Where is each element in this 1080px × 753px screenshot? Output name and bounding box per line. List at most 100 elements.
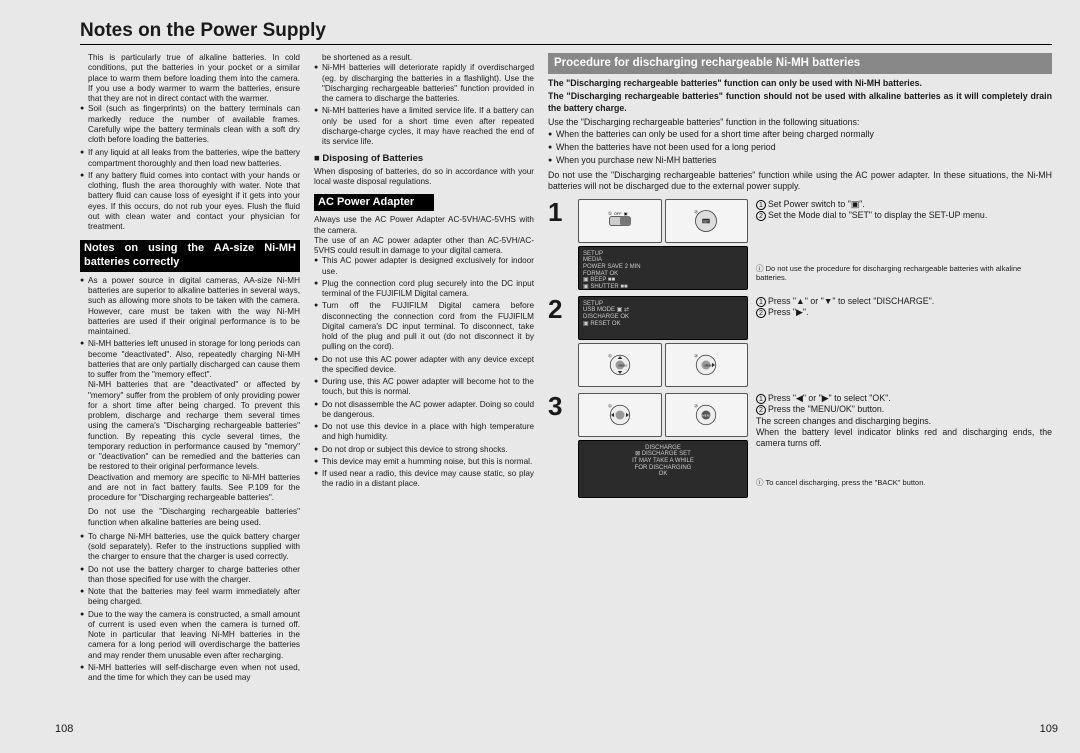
column-1: This is particularly true of alkaline ba… bbox=[80, 53, 300, 685]
substep-icon: 2 bbox=[756, 211, 766, 221]
step-number: 3 bbox=[548, 393, 570, 419]
list-item: When you purchase new Ni-MH batteries bbox=[548, 155, 1052, 166]
svg-text:MENU: MENU bbox=[618, 363, 627, 367]
text: Press "◀" or "▶" to select "OK". bbox=[768, 393, 891, 403]
text: Deactivation and memory are specific to … bbox=[88, 473, 300, 503]
list-item: Ni-MH batteries will deteriorate rapidly… bbox=[314, 63, 534, 104]
svg-text:OFF: OFF bbox=[614, 212, 622, 216]
mode-dial-diagram: SET② bbox=[665, 199, 749, 243]
text: Press "▶". bbox=[768, 307, 808, 317]
page-title: Notes on the Power Supply bbox=[80, 20, 1052, 42]
list-item: Ni-MH batteries have a limited service l… bbox=[314, 106, 534, 147]
step-3-note: To cancel discharging, press the "BACK" … bbox=[756, 478, 1052, 488]
list-item: Plug the connection cord plug securely i… bbox=[314, 279, 534, 300]
step-1: 1 ①OFF▣ SET② SETUP MEDIA POWER SAVE 2 MI… bbox=[548, 199, 1052, 290]
col2-list1: Ni-MH batteries will deteriorate rapidly… bbox=[314, 63, 534, 147]
col1-warnings: If any liquid at all leaks from the batt… bbox=[80, 148, 300, 232]
svg-text:▣: ▣ bbox=[624, 212, 628, 216]
list-item: Ni-MH batteries will self-discharge even… bbox=[80, 663, 300, 684]
use-in-text: Use the "Discharging rechargeable batter… bbox=[548, 117, 1052, 128]
no-alkaline-note: Do not use the "Discharging rechargeable… bbox=[80, 507, 300, 528]
situations-list: When the batteries can only be used for … bbox=[548, 129, 1052, 167]
nav-dial-4: MENU② bbox=[665, 393, 749, 437]
substep-icon: 2 bbox=[756, 405, 766, 415]
list-item: Note that the batteries may feel warm im… bbox=[80, 587, 300, 608]
list-item: Do not drop or subject this device to st… bbox=[314, 445, 534, 455]
section-ac-adapter: AC Power Adapter bbox=[314, 194, 434, 212]
list-item: Ni-MH batteries left unused in storage f… bbox=[80, 339, 300, 503]
step-number: 2 bbox=[548, 296, 570, 322]
list-item: Do not use the battery charger to charge… bbox=[80, 565, 300, 586]
section-procedure: Procedure for discharging rechargeable N… bbox=[548, 53, 1052, 74]
svg-text:②: ② bbox=[694, 353, 699, 358]
page-number-left: 108 bbox=[55, 723, 73, 735]
text: When the battery level indicator blinks … bbox=[756, 427, 1052, 450]
substep-icon: 1 bbox=[756, 394, 766, 404]
step-2-text: 1Press "▲" or "▼" to select "DISCHARGE".… bbox=[756, 296, 1052, 319]
step-3-image: ① MENU② DISCHARGE ⊠ DISCHARGE SET IT MAY… bbox=[578, 393, 748, 498]
intro-text: This is particularly true of alkaline ba… bbox=[80, 53, 300, 104]
list-item: Soil (such as fingerprints) on the batte… bbox=[80, 104, 300, 145]
lcd-screen-2: SETUP USB MODE ▣ ⇄ DISCHARGE OK ▣ RESET … bbox=[578, 296, 748, 340]
svg-text:①: ① bbox=[608, 211, 613, 216]
warning-item: If any battery fluid comes into contact … bbox=[80, 171, 300, 233]
col2-ac-list: This AC power adapter is designed exclus… bbox=[314, 256, 534, 489]
step-2: 2 SETUP USB MODE ▣ ⇄ DISCHARGE OK ▣ RESE… bbox=[548, 296, 1052, 387]
list-item: This AC power adapter is designed exclus… bbox=[314, 256, 534, 277]
section-nimh-notes: Notes on using the AA-size Ni-MH batteri… bbox=[80, 240, 300, 272]
list-item: Turn off the FUJIFILM Digital camera bef… bbox=[314, 301, 534, 352]
lcd-screen-3: DISCHARGE ⊠ DISCHARGE SET IT MAY TAKE A … bbox=[578, 440, 748, 498]
ac-intro: Always use the AC Power Adapter AC-5VH/A… bbox=[314, 215, 534, 236]
column-right: Procedure for discharging rechargeable N… bbox=[548, 53, 1052, 685]
text: Ni-MH batteries left unused in storage f… bbox=[88, 339, 300, 379]
bold-note-1: The "Discharging rechargeable batteries"… bbox=[548, 78, 1052, 89]
substep-icon: 1 bbox=[756, 200, 766, 210]
col1-nimh-list2: To charge Ni-MH batteries, use the quick… bbox=[80, 532, 300, 684]
text: Set Power switch to "▣". bbox=[768, 199, 865, 209]
list-item: Do not disassemble the AC power adapter.… bbox=[314, 400, 534, 421]
text: Set the Mode dial to "SET" to display th… bbox=[768, 210, 987, 220]
step-1-note: Do not use the procedure for discharging… bbox=[756, 264, 1052, 284]
text: The screen changes and discharging begin… bbox=[756, 416, 1052, 427]
col1-list1: Soil (such as fingerprints) on the batte… bbox=[80, 104, 300, 145]
text: Press "▲" or "▼" to select "DISCHARGE". bbox=[768, 296, 934, 306]
power-switch-diagram: ①OFF▣ bbox=[578, 199, 662, 243]
step-3: 3 ① MENU② DISCHARGE ⊠ DISCHARGE SET IT M… bbox=[548, 393, 1052, 498]
col1-nimh-list: As a power source in digital cameras, AA… bbox=[80, 276, 300, 504]
list-item: When the batteries can only be used for … bbox=[548, 129, 1052, 140]
list-item: To charge Ni-MH batteries, use the quick… bbox=[80, 532, 300, 563]
list-item: Do not use this AC power adapter with an… bbox=[314, 355, 534, 376]
list-item: Due to the way the camera is constructed… bbox=[80, 610, 300, 661]
text: Disposing of Batteries bbox=[322, 153, 423, 164]
substep-icon: 2 bbox=[756, 308, 766, 318]
svg-text:①: ① bbox=[608, 403, 613, 408]
main-columns: This is particularly true of alkaline ba… bbox=[80, 53, 1052, 685]
step-3-text: 1Press "◀" or "▶" to select "OK". 2Press… bbox=[756, 393, 1052, 488]
lcd-screen-1: SETUP MEDIA POWER SAVE 2 MIN FORMAT OK ▣… bbox=[578, 246, 748, 290]
svg-text:SET: SET bbox=[703, 219, 709, 223]
nav-dial-2: MENU② bbox=[665, 343, 749, 387]
title-rule bbox=[80, 44, 1052, 45]
svg-text:①: ① bbox=[608, 353, 613, 358]
nav-dial-3: ① bbox=[578, 393, 662, 437]
ac-intro2: The use of an AC power adapter other tha… bbox=[314, 236, 534, 257]
step-number: 1 bbox=[548, 199, 570, 225]
column-2: be shortened as a result. Ni-MH batterie… bbox=[314, 53, 534, 685]
svg-text:MENU: MENU bbox=[703, 413, 712, 417]
dispose-text: When disposing of batteries, do so in ac… bbox=[314, 167, 534, 188]
step-1-text: 1Set Power switch to "▣". 2Set the Mode … bbox=[756, 199, 1052, 283]
step-2-image: SETUP USB MODE ▣ ⇄ DISCHARGE OK ▣ RESET … bbox=[578, 296, 748, 387]
warning-item: If any liquid at all leaks from the batt… bbox=[80, 148, 300, 169]
step-1-image: ①OFF▣ SET② SETUP MEDIA POWER SAVE 2 MIN … bbox=[578, 199, 748, 290]
text: Press the "MENU/OK" button. bbox=[768, 404, 884, 414]
page-number-right: 109 bbox=[1040, 723, 1058, 735]
text: Ni-MH batteries that are "deactivated" o… bbox=[88, 380, 300, 471]
continuation-text: be shortened as a result. bbox=[314, 53, 534, 63]
list-item: During use, this AC power adapter will b… bbox=[314, 377, 534, 398]
list-item: Do not use this device in a place with h… bbox=[314, 422, 534, 443]
dispose-heading: ■ Disposing of Batteries bbox=[314, 153, 534, 165]
no-ac-text: Do not use the "Discharging rechargeable… bbox=[548, 170, 1052, 193]
list-item: When the batteries have not been used fo… bbox=[548, 142, 1052, 153]
nav-dial-1: MENU ① bbox=[578, 343, 662, 387]
list-item: If used near a radio, this device may ca… bbox=[314, 469, 534, 490]
